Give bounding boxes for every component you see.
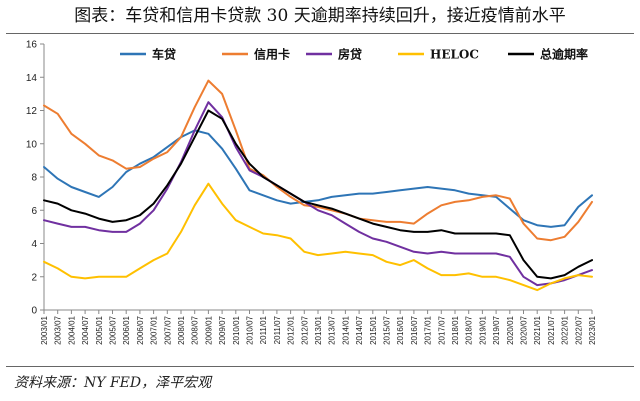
- x-tick-label: 2015/07: [383, 315, 392, 344]
- x-tick-label: 2004/01: [67, 315, 76, 344]
- x-tick-label: 2017/01: [424, 315, 433, 344]
- x-tick-label: 2019/07: [492, 315, 501, 344]
- x-tick-label: 2012/01: [287, 315, 296, 344]
- x-tick-label: 2021/07: [547, 315, 556, 344]
- x-tick-label: 2005/07: [109, 315, 118, 344]
- source-note: 资料来源：NY FED，泽平宏观: [14, 375, 212, 391]
- title-divider: [6, 33, 634, 34]
- series-line-1: [43, 79, 593, 242]
- footer-divider: [6, 366, 634, 367]
- chart-legend: 车贷 信用卡 房贷 HELOC 总逾期率: [120, 47, 588, 62]
- x-tick-label: 2023/01: [588, 315, 597, 344]
- x-tick-label: 2012/07: [300, 315, 309, 344]
- chart-series: [43, 79, 593, 292]
- x-tick-label: 2009/01: [204, 315, 213, 344]
- x-tick-label: 2022/07: [574, 315, 583, 344]
- series-line-0: [43, 129, 593, 228]
- x-tick-label: 2007/01: [150, 315, 159, 344]
- x-tick-label: 2021/01: [533, 315, 542, 344]
- x-tick-label: 2011/01: [259, 315, 268, 344]
- y-tick-label: 0: [31, 306, 37, 317]
- x-tick-label: 2013/07: [328, 315, 337, 344]
- x-tick-label: 2014/01: [341, 315, 350, 344]
- x-tick-label: 2010/07: [246, 315, 255, 344]
- x-tick-label: 2010/01: [232, 315, 241, 344]
- line-chart: 0 2 4 6 8 10 12 14 16 2003/01 2003/07 2004/01 2004/0…: [26, 40, 597, 345]
- x-tick-label: 2005/01: [95, 315, 104, 344]
- series-line-4: [43, 109, 593, 280]
- page-title: 图表：车贷和信用卡贷款 30 天逾期率持续回升，接近疫情前水平: [74, 6, 566, 26]
- y-tick-label: 8: [31, 173, 37, 184]
- legend-label-1: 信用卡: [254, 47, 290, 62]
- x-tick-label: 2016/07: [410, 315, 419, 344]
- x-tick-label: 2003/01: [40, 315, 49, 344]
- y-tick-label: 12: [26, 106, 38, 117]
- x-tick-label: 2020/07: [520, 315, 529, 344]
- x-tick-label: 2017/07: [437, 315, 446, 344]
- x-tick-label: 2016/01: [396, 315, 405, 344]
- x-tick-label: 2006/07: [136, 315, 145, 344]
- y-tick-label: 16: [26, 40, 38, 51]
- x-tick-label: 2013/01: [314, 315, 323, 344]
- y-tick-label: 10: [26, 139, 38, 150]
- legend-label-4: 总逾期率: [540, 47, 588, 62]
- x-tick-label: 2007/07: [163, 315, 172, 344]
- series-line-2: [43, 101, 593, 287]
- x-tick-label: 2009/07: [218, 315, 227, 344]
- x-tick-label: 2008/01: [177, 315, 186, 344]
- y-tick-label: 14: [26, 73, 38, 84]
- y-tick-label: 6: [31, 206, 37, 217]
- x-tick-label: 2008/07: [191, 315, 200, 344]
- x-tick-label: 2014/07: [355, 315, 364, 344]
- x-tick-label: 2015/01: [369, 315, 378, 344]
- legend-label-0: 车贷: [152, 47, 176, 62]
- x-tick-label: 2011/07: [273, 315, 282, 344]
- x-tick-label: 2019/01: [478, 315, 487, 344]
- x-tick-label: 2004/07: [81, 315, 90, 344]
- x-tick-label: 2020/01: [506, 315, 515, 344]
- legend-label-2: 房贷: [338, 47, 362, 62]
- x-tick-label: 2018/07: [465, 315, 474, 344]
- x-tick-label: 2006/01: [122, 315, 131, 344]
- y-tick-label: 4: [31, 239, 37, 250]
- x-tick-label: 2018/01: [451, 315, 460, 344]
- y-tick-label: 2: [31, 272, 37, 283]
- x-tick-label: 2022/01: [561, 315, 570, 344]
- legend-label-3: HELOC: [430, 48, 479, 62]
- series-line-3: [43, 182, 593, 292]
- x-tick-label: 2003/07: [54, 315, 63, 344]
- chart-axes: 0 2 4 6 8 10 12 14 16 2003/01 2003/07 2004/01 2004/0…: [26, 40, 597, 345]
